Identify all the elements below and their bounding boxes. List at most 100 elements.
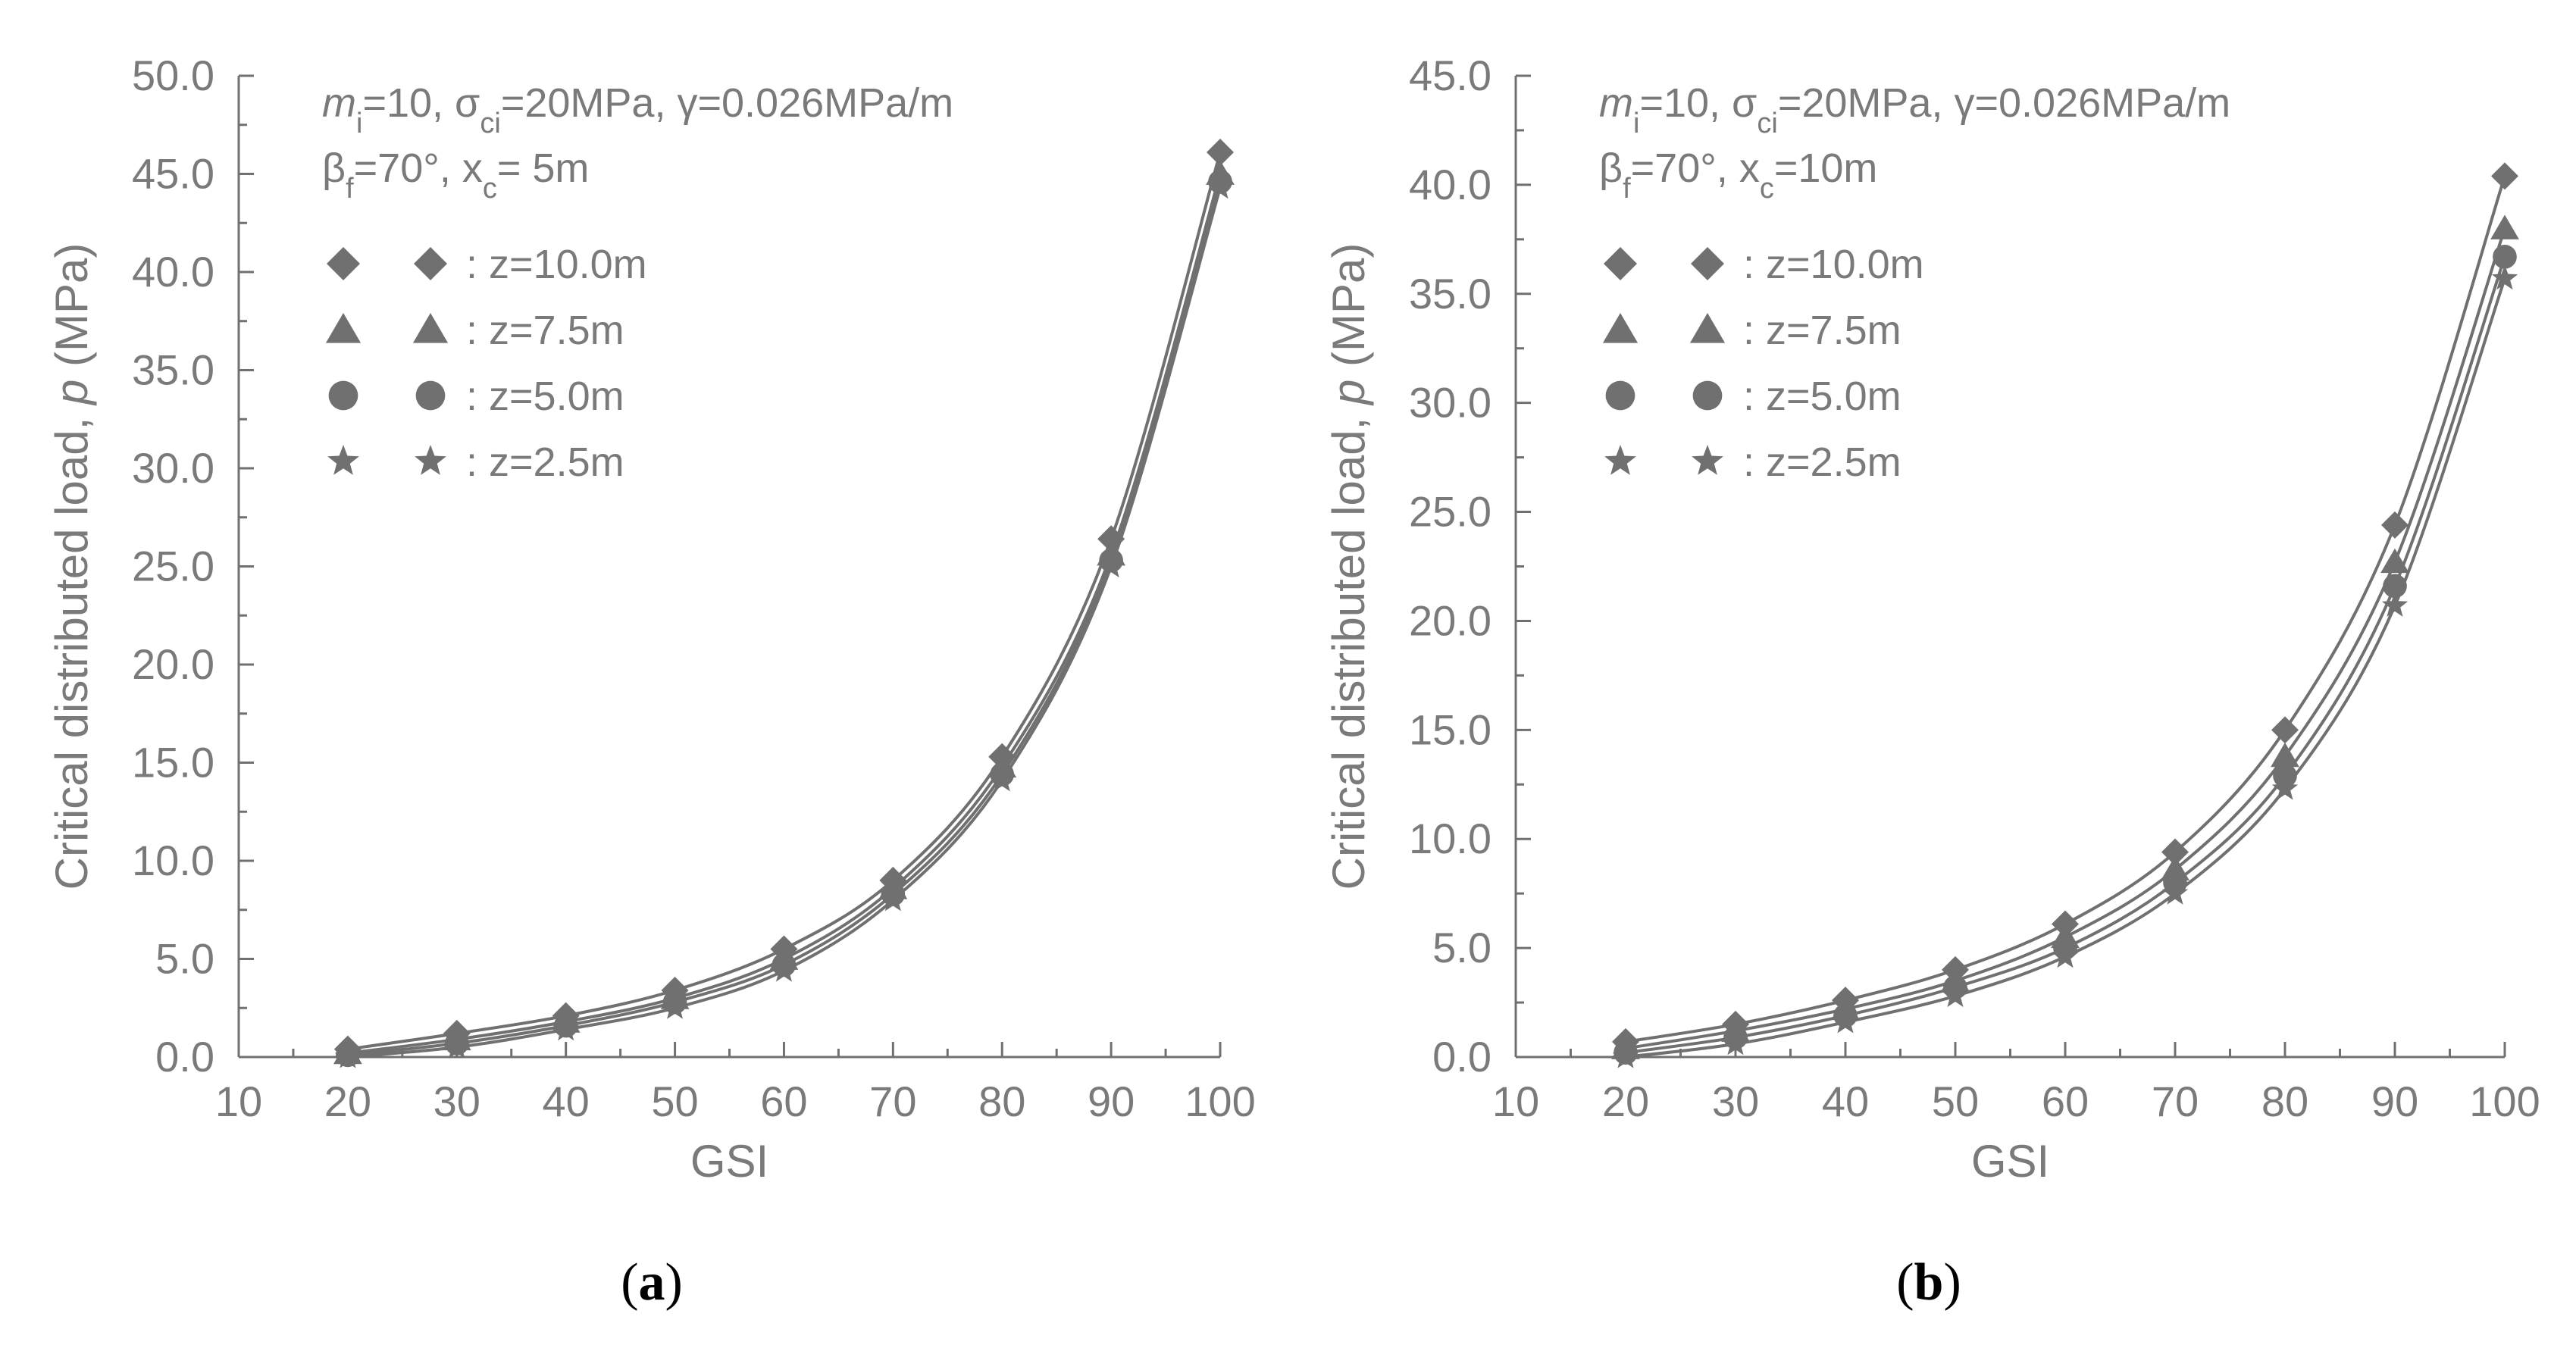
data-point-star bbox=[1207, 174, 1234, 199]
annotation-line-2: βf=70°, xc= 5m bbox=[322, 145, 589, 205]
data-point-diamond bbox=[2271, 716, 2299, 744]
data-point-star bbox=[2271, 775, 2299, 800]
x-tick-label: 90 bbox=[2371, 1077, 2418, 1125]
legend-marker-star bbox=[1692, 445, 1723, 475]
data-point-circle bbox=[2493, 245, 2517, 269]
y-axis-title: Critical distributed load, p (MPa) bbox=[1323, 243, 1374, 890]
y-tick-label: 20.0 bbox=[132, 640, 214, 688]
x-tick-label: 40 bbox=[543, 1077, 590, 1125]
legend-marker-triangle bbox=[412, 313, 449, 343]
data-point-star bbox=[771, 957, 797, 982]
x-tick-label: 100 bbox=[2469, 1077, 2540, 1125]
legend-marker-diamond bbox=[1691, 247, 1724, 280]
legend-marker-circle bbox=[1605, 380, 1635, 411]
legend-entry: : z=10.0m bbox=[327, 242, 647, 287]
data-point-star bbox=[1612, 1043, 1639, 1068]
y-axis-title: Critical distributed load, p (MPa) bbox=[46, 243, 97, 890]
y-tick-label: 40.0 bbox=[1409, 161, 1491, 208]
legend-marker-triangle bbox=[325, 313, 362, 343]
data-point-star bbox=[989, 766, 1016, 792]
data-point-star bbox=[1942, 982, 1969, 1007]
y-tick-label: 0.0 bbox=[155, 1033, 214, 1081]
x-axis-title: GSI bbox=[690, 1136, 768, 1187]
legend-entry: : z=7.5m bbox=[325, 308, 624, 353]
y-tick-label: 15.0 bbox=[132, 739, 214, 787]
y-tick-label: 45.0 bbox=[1409, 52, 1491, 99]
y-tick-label: 35.0 bbox=[1409, 270, 1491, 317]
panel-caption: (a) bbox=[621, 1253, 683, 1312]
series-line-diamond bbox=[347, 152, 1222, 1051]
panel-a: 10 20 30 40 50 60 70 80 90 100 0.0 5.0 10.0 15.0 20.0 2… bbox=[46, 52, 1256, 1312]
y-tick-label: 10.0 bbox=[1409, 815, 1491, 862]
data-point-diamond bbox=[2161, 838, 2189, 866]
y-tick-label: 0.0 bbox=[1432, 1033, 1491, 1081]
data-point-diamond bbox=[1097, 525, 1125, 553]
y-tick-label: 5.0 bbox=[1432, 924, 1491, 971]
y-tick-label: 10.0 bbox=[132, 837, 214, 884]
y-tick-label: 25.0 bbox=[1409, 488, 1491, 536]
annotation-line-1: mi=10, σci=20MPa, γ=0.026MPa/m bbox=[1599, 80, 2230, 139]
x-tick-label: 20 bbox=[1602, 1077, 1649, 1125]
data-point-star bbox=[1098, 552, 1125, 578]
y-tick-label: 50.0 bbox=[132, 52, 214, 99]
panel-caption: (b) bbox=[1896, 1253, 1961, 1312]
legend-label: : z=2.5m bbox=[466, 439, 624, 485]
panel-b: 10 20 30 40 50 60 70 80 90 100 0.0 5.0 10.0 15.0 20.0 2… bbox=[1323, 52, 2540, 1312]
x-tick-label: 50 bbox=[1932, 1077, 1979, 1125]
data-point-triangle bbox=[2380, 548, 2409, 574]
legend-label: : z=7.5m bbox=[466, 308, 624, 353]
legend-marker-diamond bbox=[327, 247, 360, 280]
x-tick-label: 90 bbox=[1088, 1077, 1135, 1125]
data-point-star bbox=[1722, 1030, 1749, 1056]
data-point-circle bbox=[2383, 574, 2407, 599]
y-tick-label: 30.0 bbox=[132, 444, 214, 492]
legend-label: : z=10.0m bbox=[466, 242, 647, 287]
data-point-diamond bbox=[2491, 162, 2518, 190]
data-point-triangle bbox=[2271, 742, 2299, 768]
data-point-star bbox=[880, 886, 906, 912]
x-tick-label: 10 bbox=[215, 1077, 262, 1125]
data-point-star bbox=[2052, 943, 2079, 968]
legend-marker-diamond bbox=[1604, 247, 1637, 280]
legend-marker-circle bbox=[328, 380, 358, 411]
x-tick-label: 10 bbox=[1492, 1077, 1539, 1125]
data-point-star bbox=[443, 1034, 470, 1059]
data-point-star bbox=[662, 994, 688, 1019]
y-tick-label: 30.0 bbox=[1409, 379, 1491, 427]
legend-marker-triangle bbox=[1602, 313, 1639, 343]
x-tick-label: 30 bbox=[1712, 1077, 1759, 1125]
x-tick-label: 20 bbox=[324, 1077, 371, 1125]
x-tick-label: 70 bbox=[2152, 1077, 2199, 1125]
data-point-star bbox=[2161, 880, 2189, 905]
data-point-star bbox=[552, 1015, 579, 1041]
x-tick-label: 30 bbox=[434, 1077, 480, 1125]
legend-entry: : z=5.0m bbox=[328, 374, 624, 419]
y-tick-label: 45.0 bbox=[132, 150, 214, 198]
legend-label: : z=7.5m bbox=[1743, 308, 1901, 353]
y-tick-label: 5.0 bbox=[155, 935, 214, 983]
data-point-star bbox=[1832, 1009, 1859, 1034]
legend-label: : z=5.0m bbox=[1743, 374, 1901, 419]
legend-entry: : z=5.0m bbox=[1605, 374, 1901, 419]
legend-label: : z=5.0m bbox=[466, 374, 624, 419]
x-tick-label: 100 bbox=[1185, 1077, 1255, 1125]
data-point-star bbox=[2381, 592, 2409, 617]
x-tick-label: 80 bbox=[2261, 1077, 2308, 1125]
legend-marker-circle bbox=[415, 380, 446, 411]
y-tick-label: 20.0 bbox=[1409, 596, 1491, 644]
legend-entry: : z=7.5m bbox=[1602, 308, 1901, 353]
x-tick-label: 80 bbox=[978, 1077, 1025, 1125]
y-tick-label: 25.0 bbox=[132, 543, 214, 590]
x-tick-label: 60 bbox=[2042, 1077, 2089, 1125]
legend-marker-circle bbox=[1692, 380, 1723, 411]
legend-marker-star bbox=[327, 445, 359, 475]
data-point-star bbox=[334, 1043, 361, 1068]
x-tick-label: 50 bbox=[651, 1077, 698, 1125]
legend-entry: : z=2.5m bbox=[1604, 439, 1901, 485]
legend-entry: : z=2.5m bbox=[327, 439, 624, 485]
x-tick-label: 70 bbox=[869, 1077, 916, 1125]
data-point-diamond bbox=[2381, 511, 2409, 539]
annotation-line-2: βf=70°, xc=10m bbox=[1599, 145, 1877, 205]
legend-marker-triangle bbox=[1689, 313, 1726, 343]
